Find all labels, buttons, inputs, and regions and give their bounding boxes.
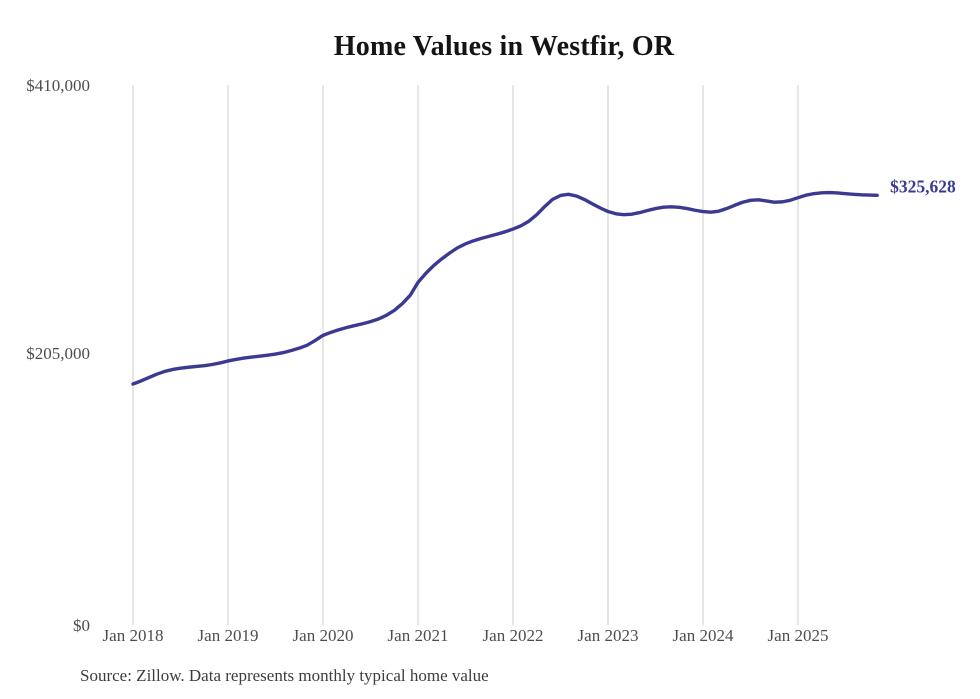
x-axis-tick-label: Jan 2021 xyxy=(387,626,449,645)
x-axis-tick-label: Jan 2024 xyxy=(672,626,734,645)
x-axis-tick-label: Jan 2018 xyxy=(102,626,164,645)
x-axis-tick-label: Jan 2023 xyxy=(577,626,639,645)
x-axis-tick-label: Jan 2025 xyxy=(767,626,829,645)
x-axis-tick-label: Jan 2022 xyxy=(482,626,544,645)
source-note: Source: Zillow. Data represents monthly … xyxy=(80,666,489,685)
home-value-line xyxy=(131,190,879,386)
y-axis-tick-label: $205,000 xyxy=(26,343,90,363)
x-axis-tick-label: Jan 2020 xyxy=(292,626,354,645)
current-value-label: $325,628 xyxy=(890,176,956,196)
chart-title: Home Values in Westfir, OR xyxy=(333,31,675,62)
y-axis-tick-label: $0 xyxy=(73,615,90,635)
x-axis-tick-label: Jan 2019 xyxy=(197,626,259,645)
y-axis-tick-label: $410,000 xyxy=(26,75,90,95)
